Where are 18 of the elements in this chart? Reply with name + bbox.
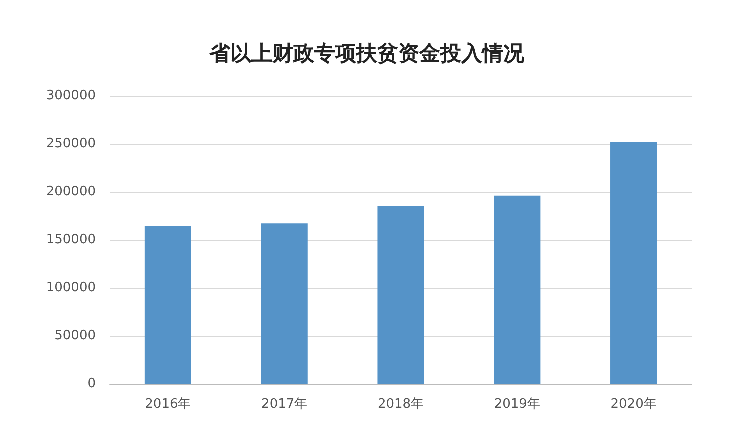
x-tick-label: 2019年 [494, 397, 540, 412]
y-tick-label: 100000 [46, 280, 96, 296]
x-tick-label: 2017年 [262, 397, 308, 412]
y-tick-label: 150000 [46, 232, 96, 248]
x-tick-label: 2016年 [145, 397, 192, 412]
bar [144, 226, 192, 384]
y-tick-label: 300000 [46, 88, 96, 104]
chart-title: 省以上财政专项扶贫资金投入情况 [208, 42, 526, 66]
bar [378, 206, 424, 384]
bar [610, 142, 658, 384]
y-tick-label: 0 [88, 376, 96, 392]
y-tick-label: 200000 [46, 184, 96, 200]
bar [261, 224, 308, 384]
y-tick-label: 250000 [46, 136, 96, 152]
x-tick-label: 2020年 [610, 397, 657, 412]
y-tick-label: 50000 [54, 328, 96, 344]
bar [494, 196, 541, 384]
x-tick-label: 2018年 [378, 397, 424, 412]
